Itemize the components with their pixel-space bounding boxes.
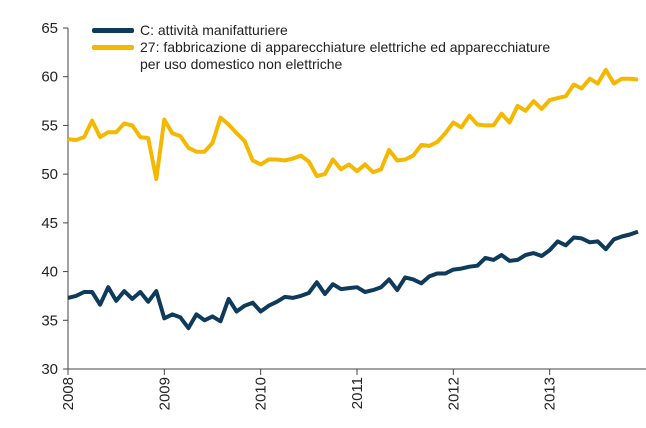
y-tick-label: 50 — [41, 166, 58, 183]
x-tick-label: 2008 — [60, 377, 77, 410]
y-tick-label: 35 — [41, 312, 58, 329]
y-tick-label: 40 — [41, 264, 58, 281]
y-tick-label: 65 — [41, 20, 58, 37]
legend-swatch — [92, 45, 134, 50]
legend-label: 27: fabbricazione di apparecchiature ele… — [140, 39, 551, 72]
series-line — [67, 229, 639, 331]
legend-item: 27: fabbricazione di apparecchiature ele… — [92, 39, 570, 73]
x-tick-label: 2010 — [253, 377, 270, 410]
series-line — [67, 67, 639, 181]
y-tick-label: 45 — [41, 215, 58, 232]
y-tick-label: 30 — [41, 361, 58, 378]
y-tick-label: 55 — [41, 117, 58, 134]
legend-item: C: attività manifatturiere — [92, 22, 570, 39]
y-tick-label: 60 — [41, 69, 58, 86]
legend-label: C: attività manifatturiere — [140, 22, 288, 38]
x-tick-label: 2011 — [349, 377, 366, 409]
x-tick-label: 2009 — [156, 377, 173, 410]
x-tick-label: 2012 — [445, 377, 462, 410]
x-tick-label: 2013 — [542, 377, 559, 410]
legend: C: attività manifatturiere 27: fabbricazi… — [92, 22, 570, 73]
legend-swatch — [92, 28, 134, 33]
